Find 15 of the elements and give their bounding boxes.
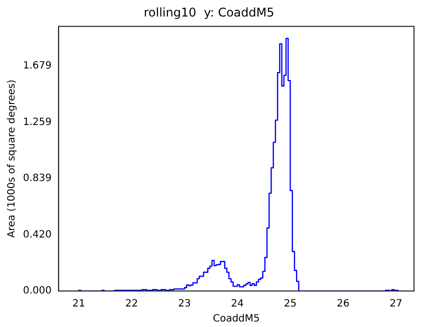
x-tick-label: 26 xyxy=(336,298,350,310)
x-tick-label: 25 xyxy=(284,298,297,310)
y-tick-label: 0.000 xyxy=(22,286,52,297)
x-tick-label: 24 xyxy=(231,298,244,310)
x-tick-label: 22 xyxy=(125,298,138,310)
y-tick-label: 1.259 xyxy=(22,116,52,128)
y-tick-label: 0.420 xyxy=(22,229,52,240)
y-axis-title: Area (1000s of square degrees) xyxy=(6,80,18,238)
x-tick-label: 27 xyxy=(390,298,402,310)
chart-title: rolling10 y: CoaddM5 xyxy=(144,5,274,20)
x-axis-title: CoaddM5 xyxy=(212,314,260,325)
x-tick-label: 21 xyxy=(72,298,86,310)
y-tick-label: 1.679 xyxy=(22,60,52,72)
y-tick-label: 0.839 xyxy=(22,173,52,184)
x-tick-label: 23 xyxy=(178,298,191,310)
